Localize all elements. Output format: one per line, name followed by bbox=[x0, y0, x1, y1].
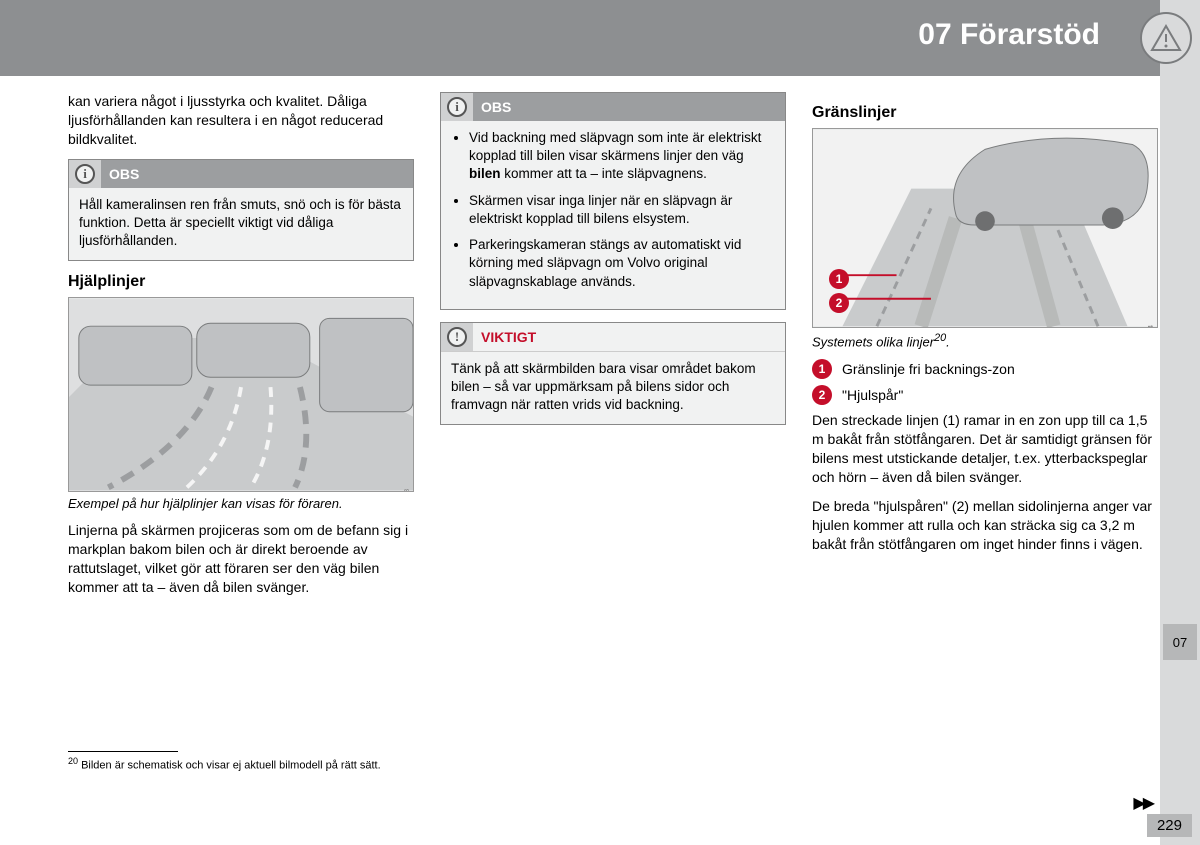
callout-1-text: Gränslinje fri backnings-zon bbox=[842, 361, 1015, 377]
badge-2: 2 bbox=[812, 385, 832, 405]
side-tab: 07 bbox=[1163, 624, 1197, 660]
callout-2-text: "Hjulspår" bbox=[842, 387, 903, 403]
column-1: kan variera något i ljusstyrka och kvali… bbox=[68, 92, 414, 772]
chapter-title: 07 Förarstöd bbox=[918, 18, 1100, 52]
viktigt-header: VIKTIGT bbox=[441, 323, 785, 352]
footnote: 20 Bilden är schematisk och visar ej akt… bbox=[68, 752, 381, 772]
continue-icon: ▶▶ bbox=[1133, 793, 1152, 813]
page-number: 229 bbox=[1147, 814, 1192, 837]
badge-1: 1 bbox=[812, 359, 832, 379]
obs-body: Håll kameralinsen ren från smuts, snö oc… bbox=[69, 188, 413, 261]
info-icon bbox=[441, 93, 473, 121]
col1-para1: Linjerna på skärmen projiceras som om de… bbox=[68, 521, 414, 597]
figure-caption-1: Exempel på hur hjälplinjer kan visas för… bbox=[68, 496, 414, 511]
obs-header-2: OBS bbox=[441, 93, 785, 121]
callout-2: 2 "Hjulspår" bbox=[812, 385, 1158, 405]
intro-text: kan variera något i ljusstyrka och kvali… bbox=[68, 92, 414, 149]
figure-caption-2: Systemets olika linjer20. bbox=[812, 332, 1158, 349]
side-strip bbox=[1160, 0, 1200, 845]
obs-box-1: OBS Håll kameralinsen ren från smuts, sn… bbox=[68, 159, 414, 262]
col3-para2: De breda "hjulspåren" (2) mellan sidolin… bbox=[812, 497, 1158, 554]
fig-badge-2: 2 bbox=[829, 293, 849, 313]
obs-box-2: OBS Vid backning med släpvagn som inte ä… bbox=[440, 92, 786, 310]
viktigt-box: VIKTIGT Tänk på att skärmbilden bara vis… bbox=[440, 322, 786, 426]
callout-1: 1 Gränslinje fri backnings-zon bbox=[812, 359, 1158, 379]
obs-label-2: OBS bbox=[473, 99, 511, 115]
viktigt-body: Tänk på att skärmbilden bara visar områd… bbox=[441, 352, 785, 425]
section-granslinjer: Gränslinjer bbox=[812, 104, 1158, 122]
info-icon bbox=[69, 160, 101, 188]
footnote-block: 20 Bilden är schematisk och visar ej akt… bbox=[68, 711, 381, 772]
obs2-item-1: Skärmen visar inga linjer när en släpvag… bbox=[469, 192, 775, 228]
obs-header: OBS bbox=[69, 160, 413, 188]
callout-list: 1 Gränslinje fri backnings-zon 2 "Hjulsp… bbox=[812, 359, 1158, 405]
figure-code-2: G046314 bbox=[1148, 325, 1155, 328]
chapter-header: 07 Förarstöd bbox=[0, 0, 1160, 76]
page-root: 07 Förarstöd kan variera något i ljussty… bbox=[0, 0, 1200, 845]
fig-badge-1: 1 bbox=[829, 269, 849, 289]
figure-granslinjer: 1 2 G046314 bbox=[812, 128, 1158, 328]
obs-body-2: Vid backning med släpvagn som inte är el… bbox=[441, 121, 785, 309]
footnote-text: Bilden är schematisk och visar ej aktuel… bbox=[81, 760, 381, 772]
figure-hjalplinjer: G046248 bbox=[68, 297, 414, 492]
column-3: Gränslinjer bbox=[812, 92, 1158, 772]
obs2-item-0: Vid backning med släpvagn som inte är el… bbox=[469, 129, 775, 184]
footnote-num: 20 bbox=[68, 756, 78, 766]
content-area: kan variera något i ljusstyrka och kvali… bbox=[68, 92, 1158, 772]
viktigt-label: VIKTIGT bbox=[473, 329, 536, 345]
obs2-item-2: Parkeringskameran stängs av automatiskt … bbox=[469, 236, 775, 291]
important-icon bbox=[441, 323, 473, 351]
col3-para1: Den streckade linjen (1) ramar in en zon… bbox=[812, 411, 1158, 487]
section-hjalplinjer: Hjälplinjer bbox=[68, 273, 414, 291]
column-2: OBS Vid backning med släpvagn som inte ä… bbox=[440, 92, 786, 772]
warning-triangle-icon bbox=[1140, 12, 1192, 64]
obs-label: OBS bbox=[101, 166, 139, 182]
figure-code: G046248 bbox=[404, 489, 411, 492]
